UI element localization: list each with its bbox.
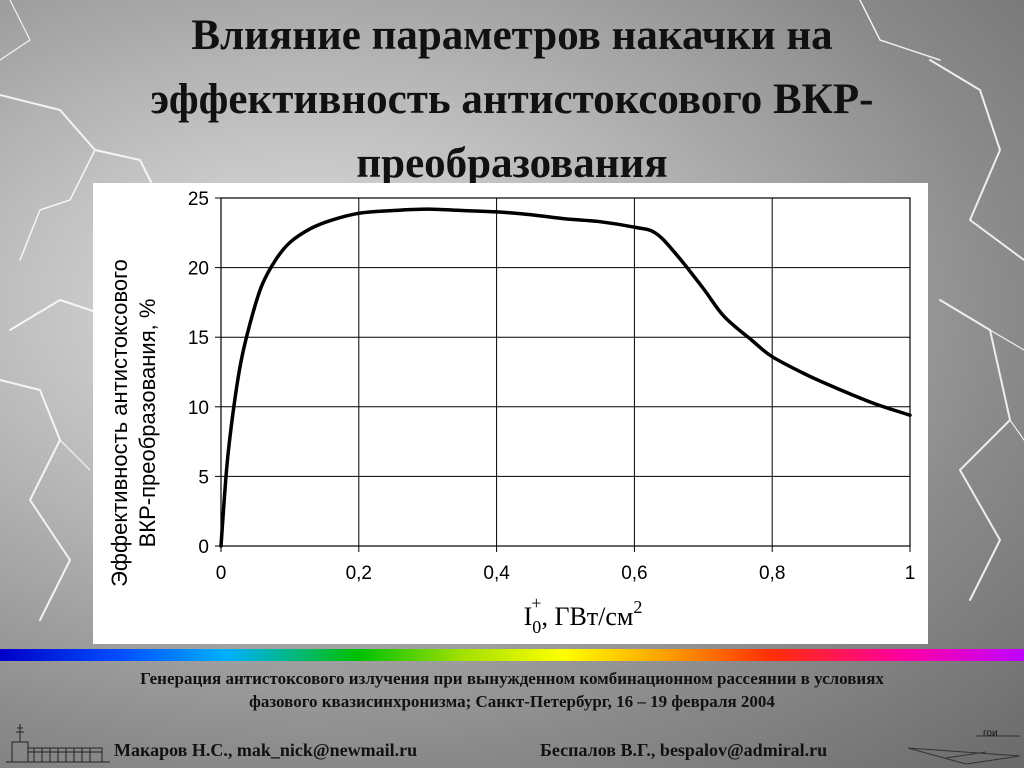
x-axis-label-symbol: I [524, 602, 533, 631]
x-axis-label-unit: , ГВт/см [541, 602, 633, 631]
conference-info: Генерация антистоксового излучения при в… [0, 667, 1024, 713]
author-makarov: Макаров Н.С., mak_nick@newmail.ru [114, 740, 418, 760]
author-bespalov: Беспалов В.Г., bespalov@admiral.ru [540, 740, 828, 760]
x-axis-label-exponent: 2 [633, 597, 642, 617]
title-line-3: преобразования [356, 140, 668, 187]
y-tick-label: 25 [188, 189, 209, 210]
grid [215, 197, 911, 552]
conference-line-1: Генерация антистоксового излучения при в… [140, 669, 884, 688]
goi-logo-text: гои [983, 728, 998, 739]
x-axis-label-subscript: 0 [532, 617, 541, 637]
x-axis-label: I0 +, ГВт/см2 [524, 593, 643, 637]
title-line-1: Влияние параметров накачки на [191, 12, 833, 59]
plot-frame [220, 197, 911, 547]
conference-line-2: фазового квазисинхронизма; Санкт-Петербу… [249, 692, 775, 711]
y-tick-label: 10 [188, 398, 209, 419]
y-tick-label: 0 [198, 537, 209, 558]
goi-logo-icon [907, 735, 1021, 765]
x-axis-label-superscript: + [531, 593, 541, 613]
y-tick-label: 15 [188, 328, 209, 349]
x-tick-label: 0,4 [483, 563, 510, 584]
slide-title: Влияние параметров накачки на эффективно… [0, 4, 1024, 196]
y-tick-label: 5 [198, 467, 209, 488]
rainbow-divider [0, 649, 1024, 661]
building-icon [6, 724, 110, 763]
x-tick-label: 0,6 [621, 563, 647, 584]
y-axis-label-line-2: ВКР-преобразования, % [135, 299, 160, 548]
x-tick-label: 1 [905, 563, 916, 584]
x-tick-label: 0,8 [759, 563, 785, 584]
x-tick-label: 0,2 [346, 563, 372, 584]
series-line [219, 207, 912, 548]
y-tick-label: 20 [188, 259, 209, 280]
chart-panel: 0 0,2 0,4 0,6 0,8 1 0 5 10 15 20 25 Эффективность а… [93, 183, 928, 644]
x-tick-label: 0 [216, 563, 227, 584]
y-axis-label: Эффективность антистоксового ВКР-преобра… [107, 259, 160, 587]
title-line-2: эффективность антистоксового ВКР- [150, 76, 874, 123]
y-axis-label-line-1: Эффективность антистоксового [107, 259, 132, 587]
